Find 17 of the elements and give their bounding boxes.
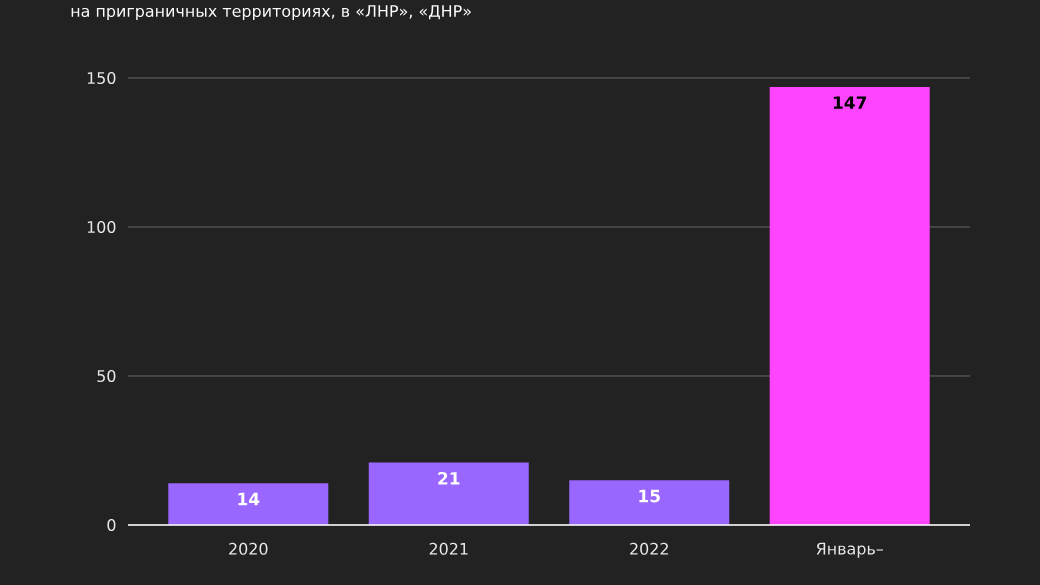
data-label: 147	[833, 96, 867, 109]
bar	[769, 86, 930, 525]
y-tick-label: 50	[97, 369, 116, 383]
bar	[168, 483, 329, 525]
x-tick-label: Январь–	[816, 542, 884, 558]
x-tick-label: 2022	[630, 542, 668, 555]
y-tick-label: 100	[87, 220, 116, 234]
y-tick-label: 0	[107, 518, 116, 532]
data-label: 15	[639, 489, 660, 503]
y-tick-label: 150	[87, 71, 116, 84]
data-label: 21	[438, 471, 460, 485]
chart-title: на приграничных территориях, в «ЛНР», «ДНР»	[71, 5, 471, 21]
bar	[368, 462, 529, 525]
x-tick-label: 2020	[229, 542, 268, 555]
bar	[569, 480, 730, 525]
data-label: 14	[238, 492, 260, 506]
x-tick-label: 2021	[429, 542, 468, 555]
